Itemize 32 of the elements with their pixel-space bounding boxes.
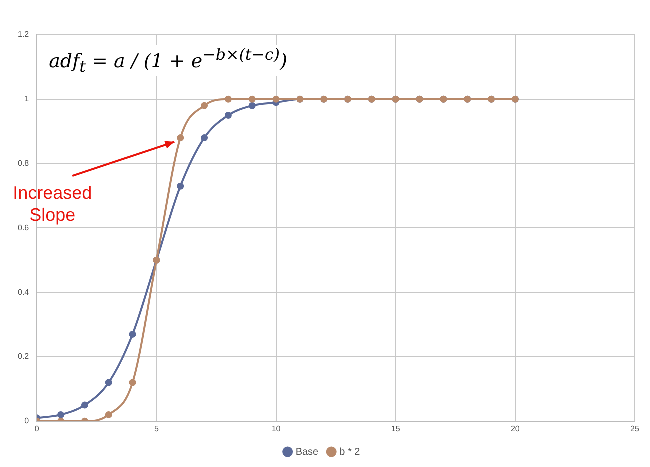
x-tick-label: 25 [630,424,640,434]
point [129,330,136,338]
x-tick-label: 5 [154,424,160,434]
x-tick-label: 0 [34,424,40,434]
x-tick-label: 20 [510,424,520,434]
x-tick-label: 15 [391,424,401,434]
y-tick-label: 0.2 [18,352,30,362]
point [201,102,208,110]
point [129,379,136,386]
point [105,379,112,386]
point [224,112,232,119]
legend-label: b * 2 [340,446,361,458]
point [272,96,280,103]
y-tick-label: 0.8 [18,159,30,168]
y-tick-label: 0 [24,416,30,426]
legend-label: Base [296,446,320,458]
point [105,411,112,418]
point [248,102,256,110]
point [224,96,232,103]
y-tick-label: 1.2 [18,30,30,40]
y-tick-label: 1 [24,94,30,104]
y-tick-label: 0.6 [18,223,30,232]
annotation: Increased Slope [13,183,92,226]
point [248,96,256,103]
point [177,182,184,190]
annotation: adf$_{t}$ = a / (1 + e$^{−b×(t−c)}$) [49,45,288,76]
y-tick-label: 0.4 [18,288,30,297]
point [58,411,65,418]
point [201,134,208,142]
point [177,134,184,142]
x-tick-label: 10 [272,424,282,434]
point [81,402,88,409]
